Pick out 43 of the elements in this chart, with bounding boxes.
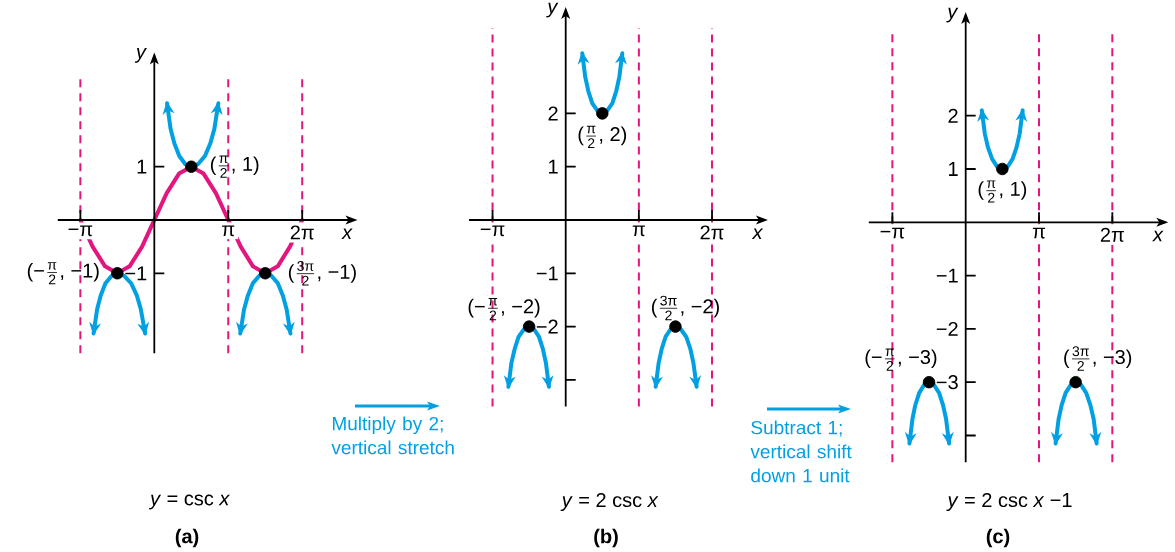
- x-tick-label: −π: [880, 227, 905, 239]
- y-axis-title: y: [946, 7, 959, 23]
- y-tick-label: −2: [536, 319, 558, 334]
- y-axis-title: y: [546, 2, 559, 18]
- y-tick-label: −3: [936, 375, 958, 390]
- y-tick-label: 2: [948, 108, 958, 123]
- text: (a): [175, 528, 199, 548]
- x-tick-label: π: [632, 225, 645, 237]
- x-tick-label: 2π: [1100, 227, 1124, 242]
- x-tick-label: π: [1032, 227, 1046, 239]
- y-axis-title: y: [134, 48, 147, 63]
- y-tick-label: 1: [949, 162, 958, 176]
- text: y = csc x: [148, 494, 230, 510]
- x-tick-label: 2π: [290, 225, 314, 240]
- text: Subtract 1; vertical shift down 1 unit: [750, 420, 852, 483]
- y-tick-label: 1: [137, 159, 147, 174]
- annotation: $\text{(}\tfrac{\text{π}}{\text{2}}\text{, 1)}$: [210, 155, 259, 178]
- text: y = 2 csc x: [560, 492, 659, 512]
- x-axis-title: x: [751, 228, 764, 239]
- text: y = 2 csc x −1: [946, 492, 1072, 512]
- y-tick-label: −2: [936, 321, 958, 336]
- annotation: $\text{(−}\tfrac{\text{π}}{\text{2}}\text{, −1)}$: [27, 262, 99, 285]
- text: (c): [986, 528, 1010, 548]
- x-tick-label: π: [222, 225, 235, 237]
- y-tick-label: 1: [549, 159, 558, 174]
- x-axis-title: x: [1152, 230, 1164, 242]
- annotation: $\text{(}\tfrac{\text{π}}{\text{2}}\text{, 1)}$: [978, 180, 1027, 203]
- y-tick-label: −1: [125, 266, 147, 281]
- x-axis-title: x: [341, 228, 353, 239]
- text: (b): [594, 528, 618, 548]
- y-tick-label: 2: [548, 106, 558, 121]
- x-tick-label: −π: [68, 225, 93, 237]
- text: Multiply by 2; vertical stretch: [331, 416, 454, 455]
- annotation: $\text{(−}\tfrac{\text{π}}{\text{2}}\text{, −2)}$: [468, 298, 540, 321]
- annotation: $\text{(}\tfrac{\text{3π}}{\text{2}}\text{, −3)}$: [1064, 346, 1132, 371]
- x-tick-label: −π: [480, 225, 505, 237]
- x-tick-label: 2π: [700, 225, 724, 240]
- annotation: $\text{(}\tfrac{\text{3π}}{\text{2}}\text{, −2)}$: [651, 295, 719, 321]
- y-tick-label: −1: [936, 268, 958, 283]
- y-tick-label: −1: [536, 266, 558, 281]
- annotation: $\text{(}\tfrac{\text{3π}}{\text{2}}\text{, −1)}$: [288, 261, 356, 286]
- annotation: $\text{(}\tfrac{\text{π}}{\text{2}}\text{, 2)}$: [578, 125, 627, 148]
- annotation: $\text{(−}\tfrac{\text{π}}{\text{2}}\text{, −3)}$: [865, 348, 937, 371]
